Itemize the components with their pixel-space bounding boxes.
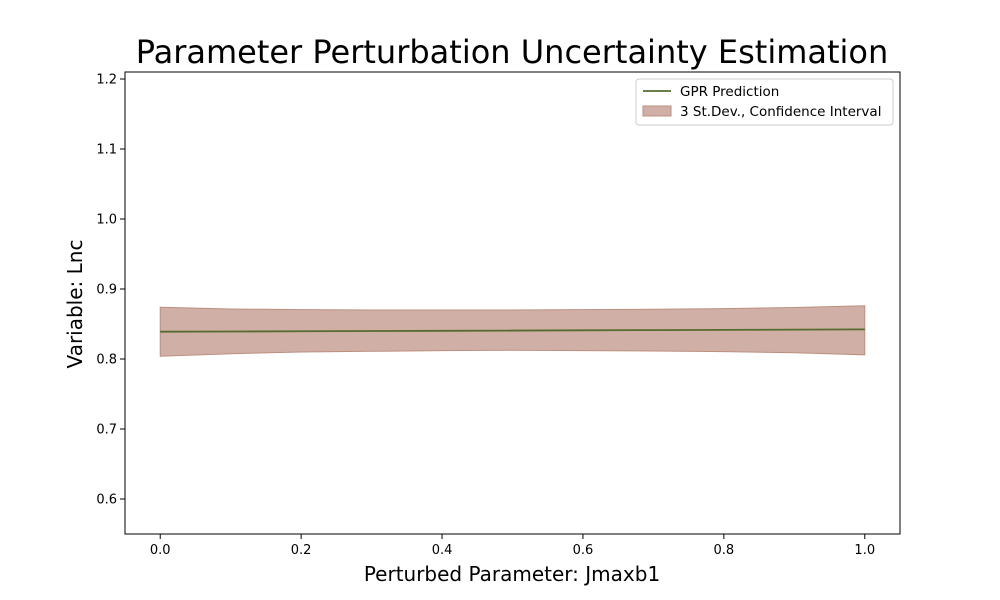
- legend-band-swatch: [642, 105, 672, 117]
- y-tick-label: 0.9: [96, 283, 117, 298]
- gpr-prediction-line: [160, 328, 865, 333]
- legend-label-gpr: GPR Prediction: [680, 84, 779, 100]
- x-tick-label: 1.0: [854, 543, 875, 558]
- plot-area: [159, 305, 866, 357]
- y-axis-label: Variable: Lnc: [63, 240, 87, 369]
- x-tick-label: 0.0: [150, 543, 171, 558]
- x-axis-label: Perturbed Parameter: Jmaxb1: [364, 562, 660, 586]
- y-tick-label: 0.7: [96, 423, 117, 438]
- x-tick-label: 0.4: [432, 543, 453, 558]
- x-tick-label: 0.8: [714, 543, 735, 558]
- legend: GPR Prediction 3 St.Dev., Confidence Inte…: [635, 78, 894, 126]
- y-tick-label: 0.6: [96, 493, 117, 508]
- y-axis: 0.6 0.7 0.8 0.9 1.0 1.1 1.2: [96, 73, 125, 508]
- legend-label-interval: 3 St.Dev., Confidence Interval: [680, 104, 881, 120]
- y-tick-label: 1.0: [96, 213, 117, 228]
- y-tick-label: 1.1: [96, 143, 117, 158]
- x-axis: 0.0 0.2 0.4 0.6 0.8 1.0: [150, 534, 875, 558]
- chart-title: Parameter Perturbation Uncertainty Estim…: [136, 33, 889, 71]
- legend-box: [635, 78, 894, 126]
- y-tick-label: 0.8: [96, 353, 117, 368]
- y-tick-label: 1.2: [96, 73, 117, 88]
- plot-frame: [124, 71, 901, 535]
- x-tick-label: 0.2: [291, 543, 312, 558]
- x-tick-label: 0.6: [573, 543, 594, 558]
